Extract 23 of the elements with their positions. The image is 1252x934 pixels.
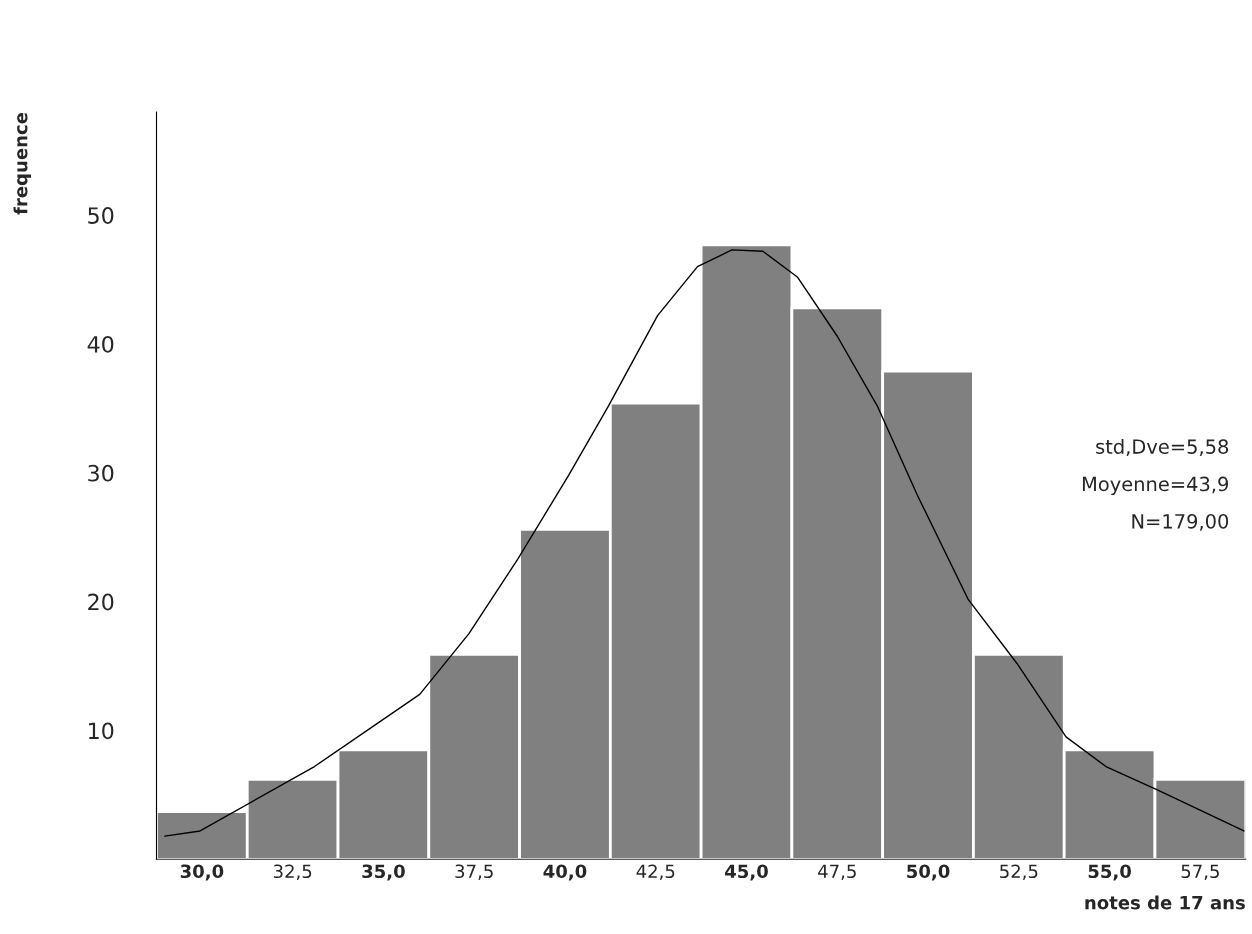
y-tick-label: 50: [88, 207, 114, 224]
x-tick-label: 40,0: [543, 864, 587, 881]
y-tick-label: 40: [87, 335, 114, 353]
y-tick-label: 20: [88, 593, 114, 611]
x-tick-label: 52,5: [1000, 864, 1038, 880]
y-axis-title: frequence: [13, 112, 31, 215]
x-tick-label: 42,5: [636, 864, 675, 880]
y-tick-label: 30: [88, 464, 114, 482]
x-tick-label: 57,5: [1181, 864, 1219, 880]
x-tick-label: 55,0: [1088, 864, 1131, 881]
x-tick-label: 45,0: [725, 864, 768, 881]
x-tick-label: 32,5: [273, 864, 312, 880]
x-tick-label: 30,0: [180, 864, 224, 881]
line-series: [164, 249, 1245, 837]
x-tick-label: 35,0: [362, 864, 405, 881]
annotation: N=179,00: [1132, 513, 1229, 531]
annotation: Moyenne=43,9: [1082, 476, 1229, 496]
x-tick-label: 50,0: [907, 864, 950, 881]
x-tick-label: 47,5: [818, 864, 856, 880]
annotation: std,Dve=5,58: [1096, 438, 1229, 456]
x-tick-label: 37,5: [455, 864, 493, 880]
y-tick-label: 10: [89, 722, 114, 740]
x-axis-title: notes de 17 ans: [1085, 895, 1245, 910]
